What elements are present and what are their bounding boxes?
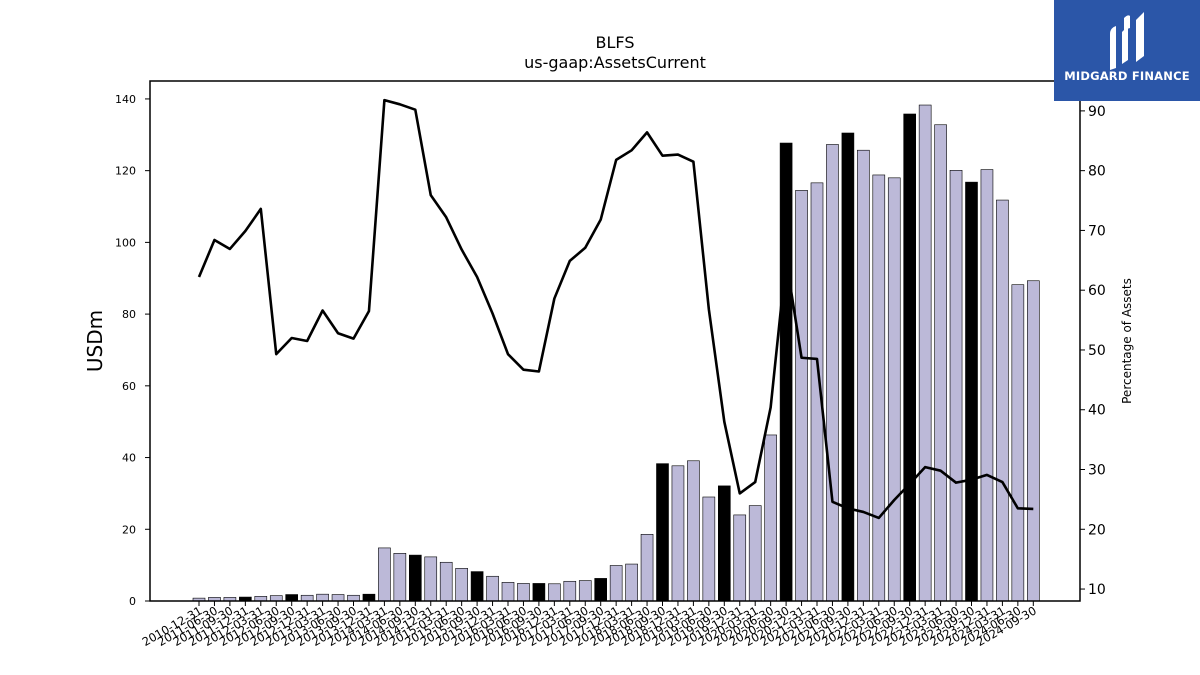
y-tick-label-right: 10: [1088, 582, 1106, 598]
y-tick-label-right: 40: [1088, 403, 1106, 419]
y-axis-label-right: Percentage of Assets: [1120, 278, 1134, 404]
y-tick-label-left: 0: [129, 595, 136, 608]
bar: [949, 170, 963, 602]
bar: [378, 547, 391, 602]
logo-text: MIDGARD FINANCE: [1064, 69, 1190, 83]
bar: [486, 575, 499, 602]
bar: [934, 124, 947, 602]
x-axis: 2010-12-312011-06-302011-09-302011-12-31…: [140, 601, 1039, 649]
y-tick-label-right: 90: [1088, 104, 1106, 120]
bar: [439, 561, 453, 602]
bar: [872, 174, 886, 602]
y-tick-label-left: 60: [122, 380, 136, 393]
bar: [918, 104, 932, 602]
bar: [996, 199, 1009, 602]
bar: [331, 594, 345, 602]
bar: [578, 580, 592, 602]
line-series: [197, 98, 1034, 520]
bar: [1011, 284, 1025, 602]
y-tick-label-left: 120: [115, 165, 136, 178]
y-tick-label-right: 20: [1088, 522, 1106, 538]
percentage-line: [197, 98, 1034, 520]
y-tick-label-right: 70: [1088, 223, 1106, 239]
bar: [748, 505, 762, 602]
bar: [640, 533, 654, 602]
bar: [424, 556, 438, 602]
midgard-logo-icon: [1110, 12, 1144, 70]
y-tick-label-right: 30: [1088, 463, 1106, 479]
bar: [795, 190, 808, 602]
bar: [965, 181, 978, 602]
bar: [841, 132, 855, 602]
bar: [656, 463, 669, 602]
bar: [857, 149, 870, 602]
plot-frame: [149, 80, 1081, 602]
bar: [733, 514, 747, 602]
bar: [501, 582, 515, 602]
bar: [903, 113, 917, 602]
y-tick-label-left: 100: [115, 236, 136, 249]
bar: [269, 595, 283, 602]
bar: [887, 177, 901, 602]
bar: [316, 593, 329, 602]
chart-subtitle: us-gaap:AssetsCurrent: [524, 53, 706, 72]
y-tick-label-left: 140: [115, 93, 136, 106]
bar: [470, 571, 484, 602]
y-tick-label-right: 50: [1088, 343, 1106, 359]
bar: [609, 565, 623, 602]
bar: [671, 465, 685, 602]
y-axis-right: 10 20 30 40 50 60 70 80 90: [1080, 104, 1106, 598]
brand-logo: MIDGARD FINANCE: [1054, 0, 1200, 101]
y-tick-label-left: 80: [122, 308, 136, 321]
y-axis-label-left: USDm: [83, 310, 107, 372]
bar: [285, 594, 299, 602]
chart-title: BLFS: [596, 33, 635, 52]
bar: [347, 594, 360, 602]
bar-series: [192, 104, 1040, 602]
y-tick-label-left: 40: [122, 452, 136, 465]
bar: [362, 593, 376, 602]
bar: [764, 434, 777, 602]
bar: [826, 144, 839, 602]
y-axis-left: 0 20 40 60 80 100 120 140: [115, 93, 150, 608]
bar: [980, 169, 994, 602]
y-tick-label-right: 60: [1088, 283, 1106, 299]
bar: [408, 554, 422, 602]
bar: [563, 580, 577, 602]
bar: [702, 496, 716, 602]
bar: [300, 594, 314, 602]
bar: [532, 583, 546, 602]
bar: [393, 552, 407, 602]
bar: [687, 460, 700, 602]
bar: [548, 583, 561, 602]
bar: [717, 485, 731, 602]
bar: [1027, 280, 1040, 602]
bar: [779, 142, 793, 602]
y-tick-label-left: 20: [122, 523, 136, 536]
bar: [517, 583, 530, 602]
bar: [455, 568, 468, 602]
bar: [594, 578, 608, 602]
y-tick-label-right: 80: [1088, 164, 1106, 180]
bar: [625, 563, 638, 602]
